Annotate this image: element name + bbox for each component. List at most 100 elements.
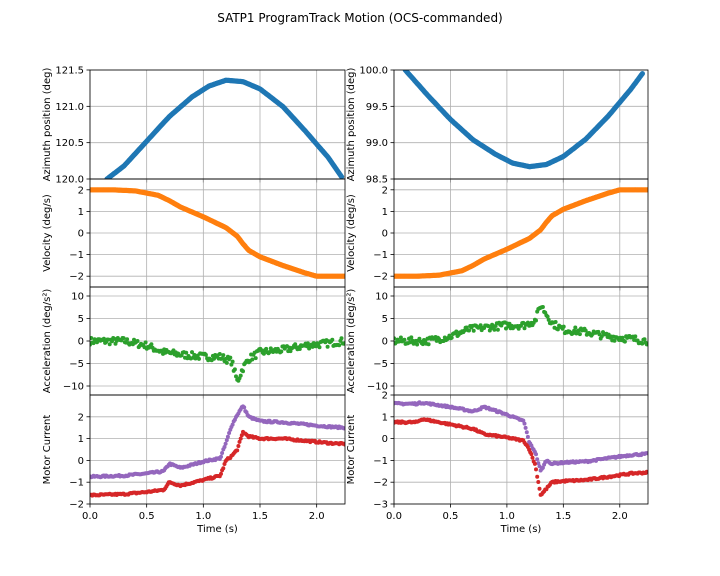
data-point: [449, 335, 454, 340]
y-tick-label: −5: [373, 359, 388, 370]
data-point: [95, 340, 99, 345]
data-point: [572, 328, 577, 333]
y-tick-label: 10: [71, 292, 84, 303]
data-point: [230, 359, 235, 364]
data-point: [535, 474, 540, 479]
data-point: [495, 327, 500, 332]
data-point: [297, 347, 302, 351]
data-point: [555, 327, 560, 332]
data-point: [537, 464, 542, 469]
data-point: [642, 337, 647, 342]
data-point: [242, 405, 247, 410]
right-acceleration-series: [394, 305, 648, 347]
y-tick-label: 120.0: [55, 175, 84, 186]
data-point: [230, 422, 235, 427]
data-point: [197, 356, 201, 361]
right-current-series: [394, 400, 648, 497]
data-point: [238, 436, 243, 441]
data-point: [311, 341, 316, 346]
y-tick-label: 121.5: [55, 66, 84, 77]
right-acceleration-axes: −10 −5 0 5 10 Acceleration (deg/s²): [346, 286, 649, 399]
data-point: [535, 457, 540, 462]
y-tick-label: 1: [78, 207, 84, 218]
data-point: [529, 452, 534, 457]
x-axis-label: Time (s): [196, 524, 238, 535]
y-axis-label: Azimuth position (deg): [346, 67, 357, 181]
y-tick-label: 2: [382, 185, 388, 196]
data-point: [232, 367, 237, 372]
right-azimuth-series: [402, 70, 646, 170]
data-point: [221, 466, 226, 471]
data-point: [330, 337, 335, 342]
data-point: [343, 341, 345, 346]
x-tick-label: 2.0: [612, 511, 628, 522]
data-point: [546, 317, 551, 322]
data-point: [227, 431, 232, 435]
data-point: [217, 352, 222, 356]
data-point: [620, 335, 625, 340]
data-point: [238, 373, 243, 378]
y-axis-label: Azimuth position (deg): [42, 67, 53, 181]
data-point: [190, 350, 194, 355]
x-tick-label: 0.5: [139, 511, 155, 522]
y-tick-label: 0: [78, 456, 84, 467]
data-point: [523, 425, 528, 430]
y-tick-label: −1: [69, 478, 84, 489]
data-point: [532, 461, 537, 466]
y-tick-label: −1: [69, 250, 84, 261]
data-point: [339, 174, 345, 179]
data-point: [426, 342, 431, 347]
y-tick-label: 1: [382, 412, 388, 423]
data-point: [241, 369, 245, 374]
data-point: [402, 337, 407, 342]
data-point: [125, 337, 130, 342]
data-point: [184, 350, 189, 355]
data-point: [540, 305, 545, 309]
y-tick-label: 5: [78, 314, 84, 325]
data-point: [337, 343, 342, 348]
y-tick-label: 98.5: [366, 175, 388, 186]
right-velocity-series: [394, 187, 648, 279]
data-point: [317, 345, 322, 350]
data-point: [250, 357, 255, 362]
data-point: [221, 353, 226, 358]
data-point: [107, 342, 112, 347]
data-point: [646, 470, 648, 475]
y-tick-label: −10: [367, 382, 388, 393]
data-point: [522, 326, 527, 331]
data-point: [583, 328, 588, 333]
data-point: [279, 349, 284, 354]
data-point: [534, 318, 538, 323]
y-tick-label: 5: [382, 314, 388, 325]
data-point: [540, 465, 545, 470]
y-axis-label: Velocity (deg/s): [42, 194, 53, 272]
data-point: [219, 471, 223, 476]
data-point: [573, 325, 578, 330]
y-axis-label: Velocity (deg/s): [346, 194, 357, 272]
y-tick-label: 0: [78, 337, 84, 348]
data-point: [639, 71, 646, 77]
data-point: [536, 461, 541, 466]
data-point: [135, 339, 140, 343]
y-tick-label: 121.0: [55, 102, 84, 113]
left-current-frame: [89, 394, 346, 505]
data-point: [646, 451, 648, 456]
data-point: [534, 452, 538, 457]
left-velocity-axes: −2 −1 0 1 2 Velocity (deg/s): [42, 178, 346, 291]
data-point: [235, 448, 240, 453]
right-current-axes: −3 −2 −1 0 1 2 0.0 0.5 1.0 1.5 2.0 Time (s) Motor Cu…: [346, 391, 649, 535]
data-point: [234, 374, 238, 379]
data-point: [633, 334, 638, 339]
data-point: [640, 341, 645, 346]
x-tick-label: 0.0: [386, 511, 402, 522]
y-tick-label: 0: [382, 434, 388, 445]
y-tick-label: 120.5: [55, 138, 84, 149]
y-tick-label: 1: [78, 434, 84, 445]
data-point: [339, 336, 344, 341]
data-point: [645, 187, 648, 193]
data-point: [478, 323, 483, 328]
data-point: [236, 444, 241, 448]
data-point: [343, 442, 345, 447]
